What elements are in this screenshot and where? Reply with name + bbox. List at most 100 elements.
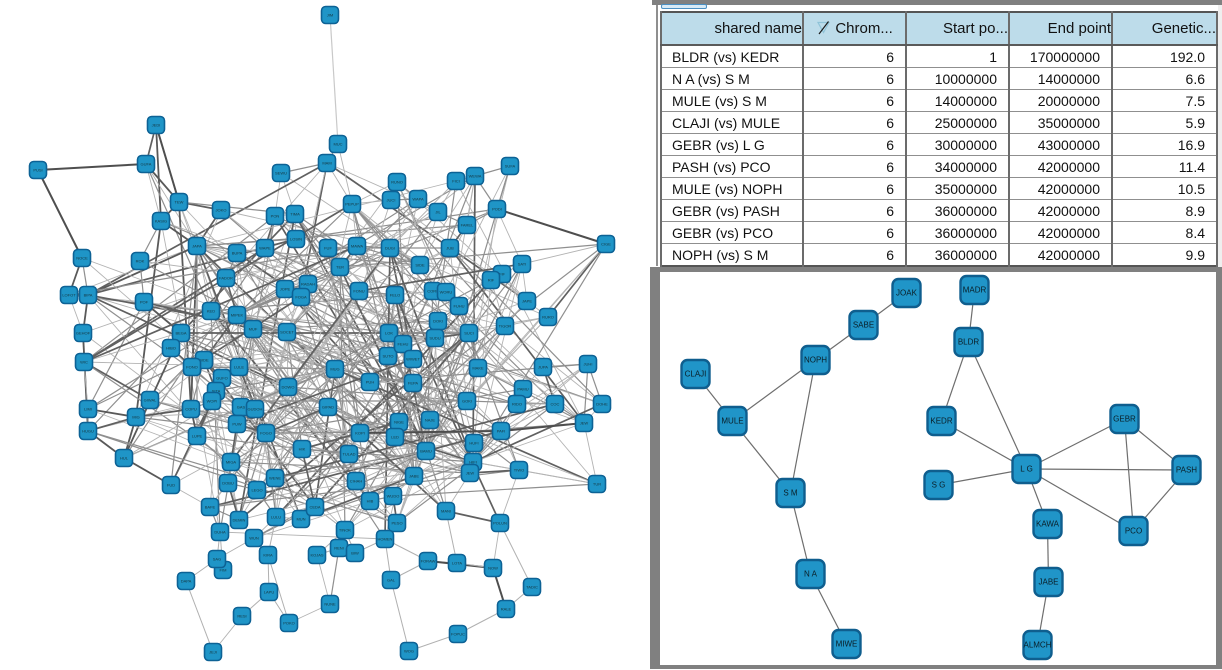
svg-text:PON: PON [271, 214, 280, 219]
svg-text:WUDO: WUDO [387, 494, 400, 499]
svg-text:LULU: LULU [271, 515, 281, 520]
svg-text:DOHE: DOHE [596, 402, 608, 407]
svg-text:FIM: FIM [220, 568, 227, 573]
svg-text:TIWO: TIWO [514, 468, 524, 473]
svg-text:MANI: MANI [441, 509, 451, 514]
svg-text:GIWAL: GIWAL [144, 398, 158, 403]
svg-text:POKO: POKO [283, 621, 295, 626]
svg-text:ALMCH: ALMCH [1023, 641, 1051, 650]
svg-text:MIGA: MIGA [226, 460, 237, 465]
svg-text:HUGU: HUGU [82, 429, 94, 434]
svg-text:JUCI: JUCI [387, 198, 396, 203]
svg-text:CIHAH: CIHAH [350, 479, 363, 484]
svg-text:SOCET: SOCET [280, 330, 294, 335]
svg-text:CIGE: CIGE [601, 242, 611, 247]
svg-text:KEDR: KEDR [930, 417, 952, 426]
svg-text:CEDA: CEDA [309, 505, 320, 510]
svg-text:TADIC: TADIC [526, 585, 538, 590]
svg-text:BAFE: BAFE [205, 505, 216, 510]
svg-text:LULE: LULE [234, 365, 244, 370]
svg-text:POF: POF [140, 300, 149, 305]
svg-text:HUL: HUL [120, 456, 129, 461]
svg-text:FONU: FONU [353, 289, 364, 294]
svg-text:PAMU: PAMU [517, 387, 528, 392]
svg-text:SITA: SITA [212, 389, 221, 394]
svg-text:LAPU: LAPU [264, 590, 275, 595]
svg-text:LOSIN: LOSIN [290, 237, 302, 242]
svg-text:JEJI: JEJI [209, 650, 217, 655]
svg-text:MIG: MIG [132, 415, 140, 420]
svg-text:TINOK: TINOK [339, 528, 352, 533]
svg-text:S M: S M [783, 489, 798, 498]
svg-text:JAPA: JAPA [192, 244, 202, 249]
svg-text:BEGA: BEGA [175, 331, 186, 336]
svg-text:JUHI: JUHI [584, 362, 593, 367]
svg-text:TER: TER [336, 265, 344, 270]
svg-text:BIPA: BIPA [84, 293, 93, 298]
svg-text:DOBU: DOBU [222, 481, 234, 486]
svg-text:FOGA: FOGA [295, 295, 307, 300]
svg-text:TEW: TEW [175, 200, 184, 205]
svg-text:TULAD: TULAD [342, 452, 355, 457]
svg-text:NOW: NOW [488, 566, 498, 571]
svg-text:LOK: LOK [385, 331, 393, 336]
svg-text:FIF: FIF [499, 272, 506, 277]
svg-text:SEWU: SEWU [275, 171, 287, 176]
svg-text:JOKO: JOKO [216, 208, 227, 213]
svg-text:MIPEK: MIPEK [231, 313, 244, 318]
svg-text:BAMU: BAMU [420, 449, 432, 454]
svg-text:FONO: FONO [186, 365, 198, 370]
svg-text:N A: N A [804, 570, 818, 579]
svg-text:NUNE: NUNE [324, 602, 336, 607]
svg-text:SUFA: SUFA [505, 164, 516, 169]
svg-text:KOJAS: KOJAS [310, 553, 323, 558]
svg-text:FUD: FUD [167, 483, 175, 488]
svg-text:GUFO: GUFO [216, 376, 228, 381]
svg-text:DEMIN: DEMIN [233, 518, 246, 523]
svg-text:DUHA: DUHA [214, 530, 226, 535]
svg-text:DAPA: DAPA [181, 579, 192, 584]
svg-text:LEGO: LEGO [251, 488, 262, 493]
svg-text:WEWA: WEWA [469, 174, 482, 179]
svg-text:FUF: FUF [324, 246, 332, 251]
svg-text:HIFI: HIFI [469, 460, 477, 465]
svg-text:MUF: MUF [249, 327, 258, 332]
svg-text:TUR: TUR [593, 482, 601, 487]
svg-text:JABE: JABE [1038, 578, 1058, 587]
svg-text:WOG: WOG [404, 649, 414, 654]
svg-text:RENI: RENI [334, 546, 344, 551]
svg-text:GEBR: GEBR [1113, 415, 1136, 424]
svg-text:TIGOR: TIGOR [499, 324, 512, 329]
svg-text:WENE: WENE [269, 476, 281, 481]
svg-text:LOTA: LOTA [452, 561, 462, 566]
svg-text:PODI: PODI [492, 207, 502, 212]
svg-text:DOKI: DOKI [433, 319, 443, 324]
svg-text:POLUN: POLUN [493, 521, 507, 526]
svg-text:RIF: RIF [488, 278, 495, 283]
svg-text:HUFI: HUFI [469, 441, 478, 446]
svg-text:HOMEN: HOMEN [378, 537, 393, 542]
svg-text:WORU: WORU [440, 290, 453, 295]
svg-text:JEW: JEW [580, 421, 589, 426]
svg-text:SUDU: SUDU [429, 336, 440, 341]
svg-text:LED: LED [391, 435, 399, 440]
svg-text:JIL: JIL [435, 210, 441, 215]
svg-text:PEPUP: PEPUP [345, 202, 359, 207]
svg-text:LOFOT: LOFOT [62, 293, 76, 298]
svg-text:JIM: JIM [327, 13, 333, 18]
svg-text:GUFA: GUFA [141, 162, 152, 167]
svg-text:NOCE: NOCE [76, 256, 88, 261]
svg-text:CORE: CORE [427, 289, 439, 294]
svg-text:ROK: ROK [136, 259, 145, 264]
svg-text:RUNO: RUNO [391, 180, 403, 185]
svg-text:FEHU: FEHU [398, 342, 409, 347]
svg-text:NIGE: NIGE [394, 420, 404, 425]
svg-text:SIDE: SIDE [415, 263, 425, 268]
svg-text:FOPUC: FOPUC [451, 632, 465, 637]
svg-text:KOPI: KOPI [355, 431, 365, 436]
svg-text:GOKI: GOKI [462, 399, 472, 404]
svg-text:GIPAD: GIPAD [322, 405, 334, 410]
svg-text:SUTO: SUTO [382, 354, 393, 359]
svg-text:FELO: FELO [390, 293, 400, 298]
svg-text:MIWE: MIWE [836, 640, 858, 649]
